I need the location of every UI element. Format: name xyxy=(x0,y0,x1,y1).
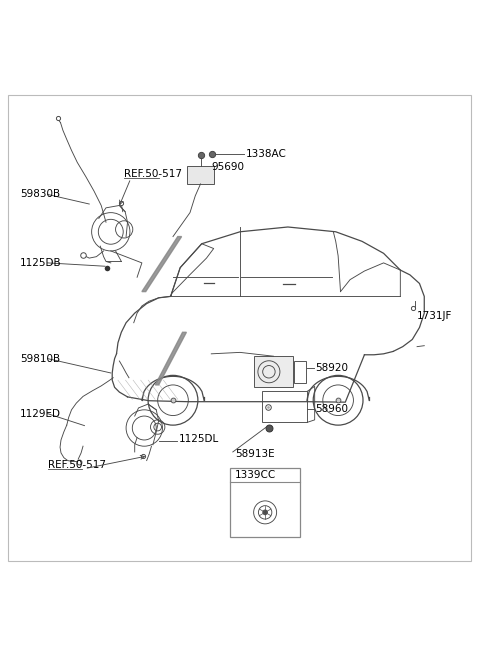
Text: 1339CC: 1339CC xyxy=(235,470,276,480)
Circle shape xyxy=(262,510,268,515)
Text: 1731JF: 1731JF xyxy=(417,310,453,320)
Text: 1129ED: 1129ED xyxy=(20,409,61,419)
FancyBboxPatch shape xyxy=(230,468,300,537)
FancyBboxPatch shape xyxy=(254,356,293,387)
Text: REF.50-517: REF.50-517 xyxy=(124,170,182,179)
Text: 59810B: 59810B xyxy=(20,354,60,364)
Text: 1125DB: 1125DB xyxy=(20,258,61,268)
Text: 1338AC: 1338AC xyxy=(246,149,287,159)
Text: REF.50-517: REF.50-517 xyxy=(48,460,106,470)
Polygon shape xyxy=(156,332,186,385)
Text: 58920: 58920 xyxy=(316,363,348,373)
FancyBboxPatch shape xyxy=(294,361,306,383)
Text: 1125DL: 1125DL xyxy=(179,434,219,443)
FancyBboxPatch shape xyxy=(187,166,214,184)
Polygon shape xyxy=(142,236,181,291)
Text: 95690: 95690 xyxy=(211,162,244,172)
Text: 59830B: 59830B xyxy=(20,189,60,199)
Text: 58960: 58960 xyxy=(316,404,348,414)
Text: 58913E: 58913E xyxy=(235,449,275,459)
